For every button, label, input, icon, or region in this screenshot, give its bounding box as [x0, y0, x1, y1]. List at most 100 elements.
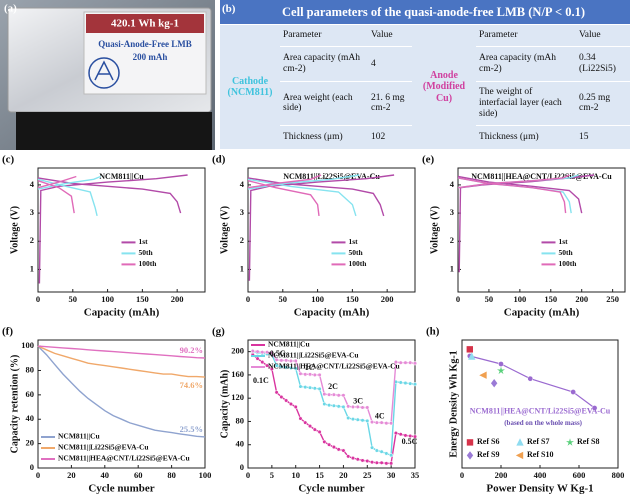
marker: [274, 357, 279, 362]
annotation: 0.1C: [253, 376, 269, 385]
marker: [516, 438, 524, 446]
table-cell: 0.34 (Li22Si5): [576, 46, 630, 83]
marker: [570, 389, 577, 395]
x-tick-label: 200: [575, 294, 588, 304]
marker: [322, 439, 327, 444]
series-line: [37, 175, 101, 217]
marker: [260, 350, 265, 355]
legend-label: Ref S10: [527, 450, 553, 459]
marker: [317, 386, 322, 391]
y-axis-label: Capacity retention (%): [9, 355, 20, 454]
legend-label: 50th: [139, 248, 154, 257]
marker: [370, 419, 375, 425]
x-tick-label: 35: [411, 470, 420, 480]
marker: [269, 350, 274, 355]
marker: [327, 403, 332, 408]
y-axis-label: Voltage (V): [9, 206, 20, 254]
marker: [389, 421, 394, 426]
x-tick-label: 0: [456, 294, 460, 304]
marker: [365, 405, 370, 410]
x-tick-label: 100: [199, 470, 212, 480]
x-tick-label: 150: [136, 294, 149, 304]
table-cell: Thickness (μm): [280, 125, 368, 151]
x-tick-label: 50: [279, 294, 288, 304]
y-tick-label: 2: [240, 235, 244, 245]
y-axis-label: Voltage (V): [219, 206, 230, 254]
chart-title: NCM811||Cu: [99, 172, 144, 181]
x-tick-label: 100: [311, 294, 324, 304]
marker: [370, 445, 375, 450]
marker: [303, 420, 308, 425]
panel-label: (d): [212, 154, 226, 166]
x-tick-label: 800: [612, 470, 625, 480]
energy-text: 420.1 Wh kg-1: [111, 18, 179, 30]
x-tick-label: 40: [101, 470, 110, 480]
marker: [497, 366, 505, 375]
x-tick-label: 100: [513, 294, 526, 304]
series-line: [457, 174, 595, 273]
marker: [379, 460, 384, 465]
series-line: [37, 175, 77, 214]
x-tick-label: 0: [460, 470, 464, 480]
x-axis-label: Capacity (mAh): [504, 307, 580, 319]
marker: [466, 346, 473, 353]
marker: [288, 365, 293, 370]
cell-tab: [16, 112, 212, 150]
legend-label: 1st: [349, 237, 359, 246]
x-axis-label: Power Density W Kg-1: [486, 483, 593, 495]
marker: [346, 404, 351, 409]
series-line: [37, 345, 206, 378]
marker: [412, 382, 418, 387]
marker: [355, 417, 360, 422]
value-label: 90.2%: [180, 345, 203, 355]
logo: [88, 57, 120, 89]
marker: [408, 360, 413, 365]
marker: [298, 416, 303, 421]
marker: [260, 360, 265, 365]
legend-label: NCM811||Li22Si5@EVA-Cu: [268, 351, 359, 360]
x-tick-label: 0: [36, 470, 40, 480]
marker: [379, 449, 384, 454]
marker: [384, 461, 389, 466]
panel-label: (f): [2, 326, 13, 338]
x-tick-label: 0: [246, 470, 250, 480]
legend-label: NCM811||HEA@CNT/Li22Si5@EVA-Cu: [58, 454, 190, 463]
marker: [515, 451, 524, 460]
marker: [293, 366, 298, 371]
marker: [350, 417, 356, 422]
x-tick-label: 80: [167, 470, 176, 480]
plot-frame: [457, 167, 626, 293]
marker: [403, 433, 408, 438]
marker: [498, 361, 504, 367]
legend-label: NCM811||HEA@CNT/Li22Si5@EVA-Cu: [268, 362, 400, 371]
x-tick-label: 200: [495, 470, 508, 480]
marker: [393, 360, 398, 365]
energy-band: [86, 14, 204, 33]
x-tick-label: 60: [134, 470, 143, 480]
marker: [274, 390, 279, 395]
panel-label: (b): [222, 3, 236, 15]
marker: [350, 404, 356, 409]
marker: [360, 418, 365, 423]
marker: [566, 438, 574, 446]
marker: [365, 418, 370, 423]
marker: [303, 385, 308, 390]
x-tick-label: 10: [291, 470, 300, 480]
table-cell: 102: [368, 125, 412, 151]
marker: [403, 360, 408, 365]
header-cell: Value: [368, 24, 412, 48]
series-line: [37, 345, 206, 359]
marker: [293, 404, 298, 409]
y-tick-label: 80: [236, 415, 245, 425]
logo-mark: [94, 60, 114, 81]
marker: [265, 363, 270, 368]
y-tick-label: 60: [26, 389, 35, 399]
marker: [331, 445, 336, 450]
y-tick-label: 2: [30, 235, 34, 245]
marker: [408, 381, 413, 386]
x-tick-label: 50: [69, 294, 78, 304]
y-tick-label: 20: [26, 438, 35, 448]
marker: [255, 349, 260, 354]
y-tick-label: 0: [240, 462, 244, 472]
table-cell: 0.25 mg cm-2: [576, 81, 630, 126]
